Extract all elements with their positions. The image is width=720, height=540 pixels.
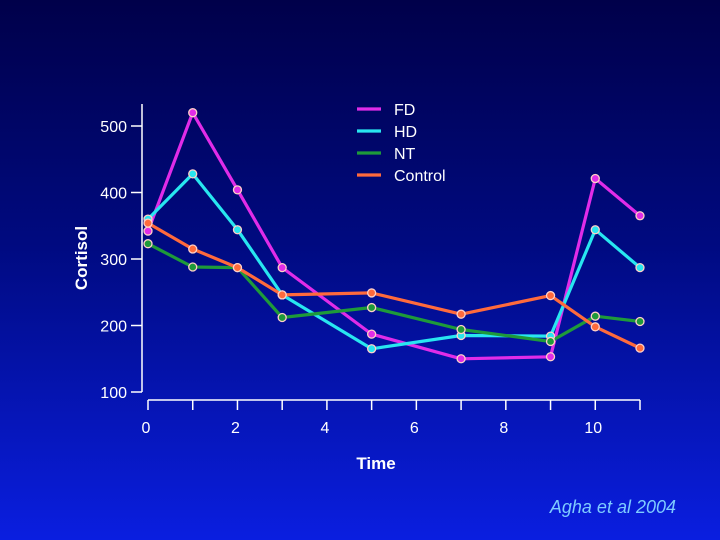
data-point-control-7 — [590, 322, 600, 332]
data-point-nt-1 — [188, 262, 198, 272]
data-point-control-1 — [188, 244, 198, 254]
citation: Agha et al 2004 — [549, 497, 676, 517]
data-point-fd-1 — [188, 108, 198, 118]
y-tick-label-200: 200 — [100, 319, 127, 336]
data-point-control-0 — [143, 218, 153, 228]
data-point-nt-5 — [456, 324, 466, 335]
x-tick-label-2: 2 — [231, 420, 240, 437]
data-point-control-3 — [277, 290, 287, 300]
data-point-fd-0 — [143, 226, 153, 236]
x-tick-label-8: 8 — [499, 420, 508, 437]
data-point-fd-4 — [366, 329, 377, 339]
data-point-nt-0 — [143, 239, 153, 249]
x-tick-label-4: 4 — [320, 420, 329, 437]
y-axis-title: Cortisol — [72, 226, 91, 290]
data-point-nt-6 — [545, 336, 556, 347]
y-tick-label-100: 100 — [100, 385, 127, 402]
data-point-fd-3 — [277, 262, 287, 273]
y-tick-label-500: 500 — [100, 119, 127, 136]
data-point-fd-2 — [232, 185, 243, 195]
series-line-control — [147, 221, 641, 350]
legend-label-control: Control — [394, 168, 446, 185]
series-points — [143, 108, 645, 364]
data-point-hd-4 — [366, 344, 377, 354]
data-point-fd-8 — [635, 211, 645, 221]
data-point-nt-7 — [590, 311, 600, 321]
data-point-control-2 — [232, 262, 243, 273]
data-point-hd-2 — [232, 225, 243, 235]
legend-label-hd: HD — [394, 124, 417, 141]
y-tick-label-400: 400 — [100, 186, 127, 203]
data-point-control-5 — [456, 309, 466, 319]
y-tick-label-300: 300 — [100, 252, 127, 269]
data-point-control-6 — [545, 290, 556, 301]
x-tick-label-0: 0 — [142, 420, 151, 437]
data-point-control-8 — [635, 343, 645, 353]
legend-label-nt: NT — [394, 146, 416, 163]
data-point-nt-8 — [635, 316, 645, 327]
x-axis-title: Time — [356, 454, 395, 473]
data-point-nt-3 — [277, 312, 287, 323]
data-point-fd-6 — [545, 352, 556, 362]
x-tick-label-10: 10 — [584, 420, 602, 437]
legend-label-fd: FD — [394, 102, 415, 119]
data-point-nt-4 — [366, 302, 377, 313]
data-point-hd-1 — [188, 169, 198, 179]
data-point-control-4 — [366, 288, 377, 298]
data-point-hd-8 — [635, 262, 645, 273]
legend: FD HD NT Control — [357, 102, 446, 185]
data-point-fd-7 — [590, 173, 600, 184]
x-tick-label-6: 6 — [410, 420, 419, 437]
y-ticks: 100 200 300 400 500 — [100, 119, 142, 402]
data-point-fd-5 — [456, 354, 466, 364]
data-point-hd-7 — [590, 225, 600, 235]
x-ticks: 0 2 4 6 8 10 — [142, 400, 641, 437]
